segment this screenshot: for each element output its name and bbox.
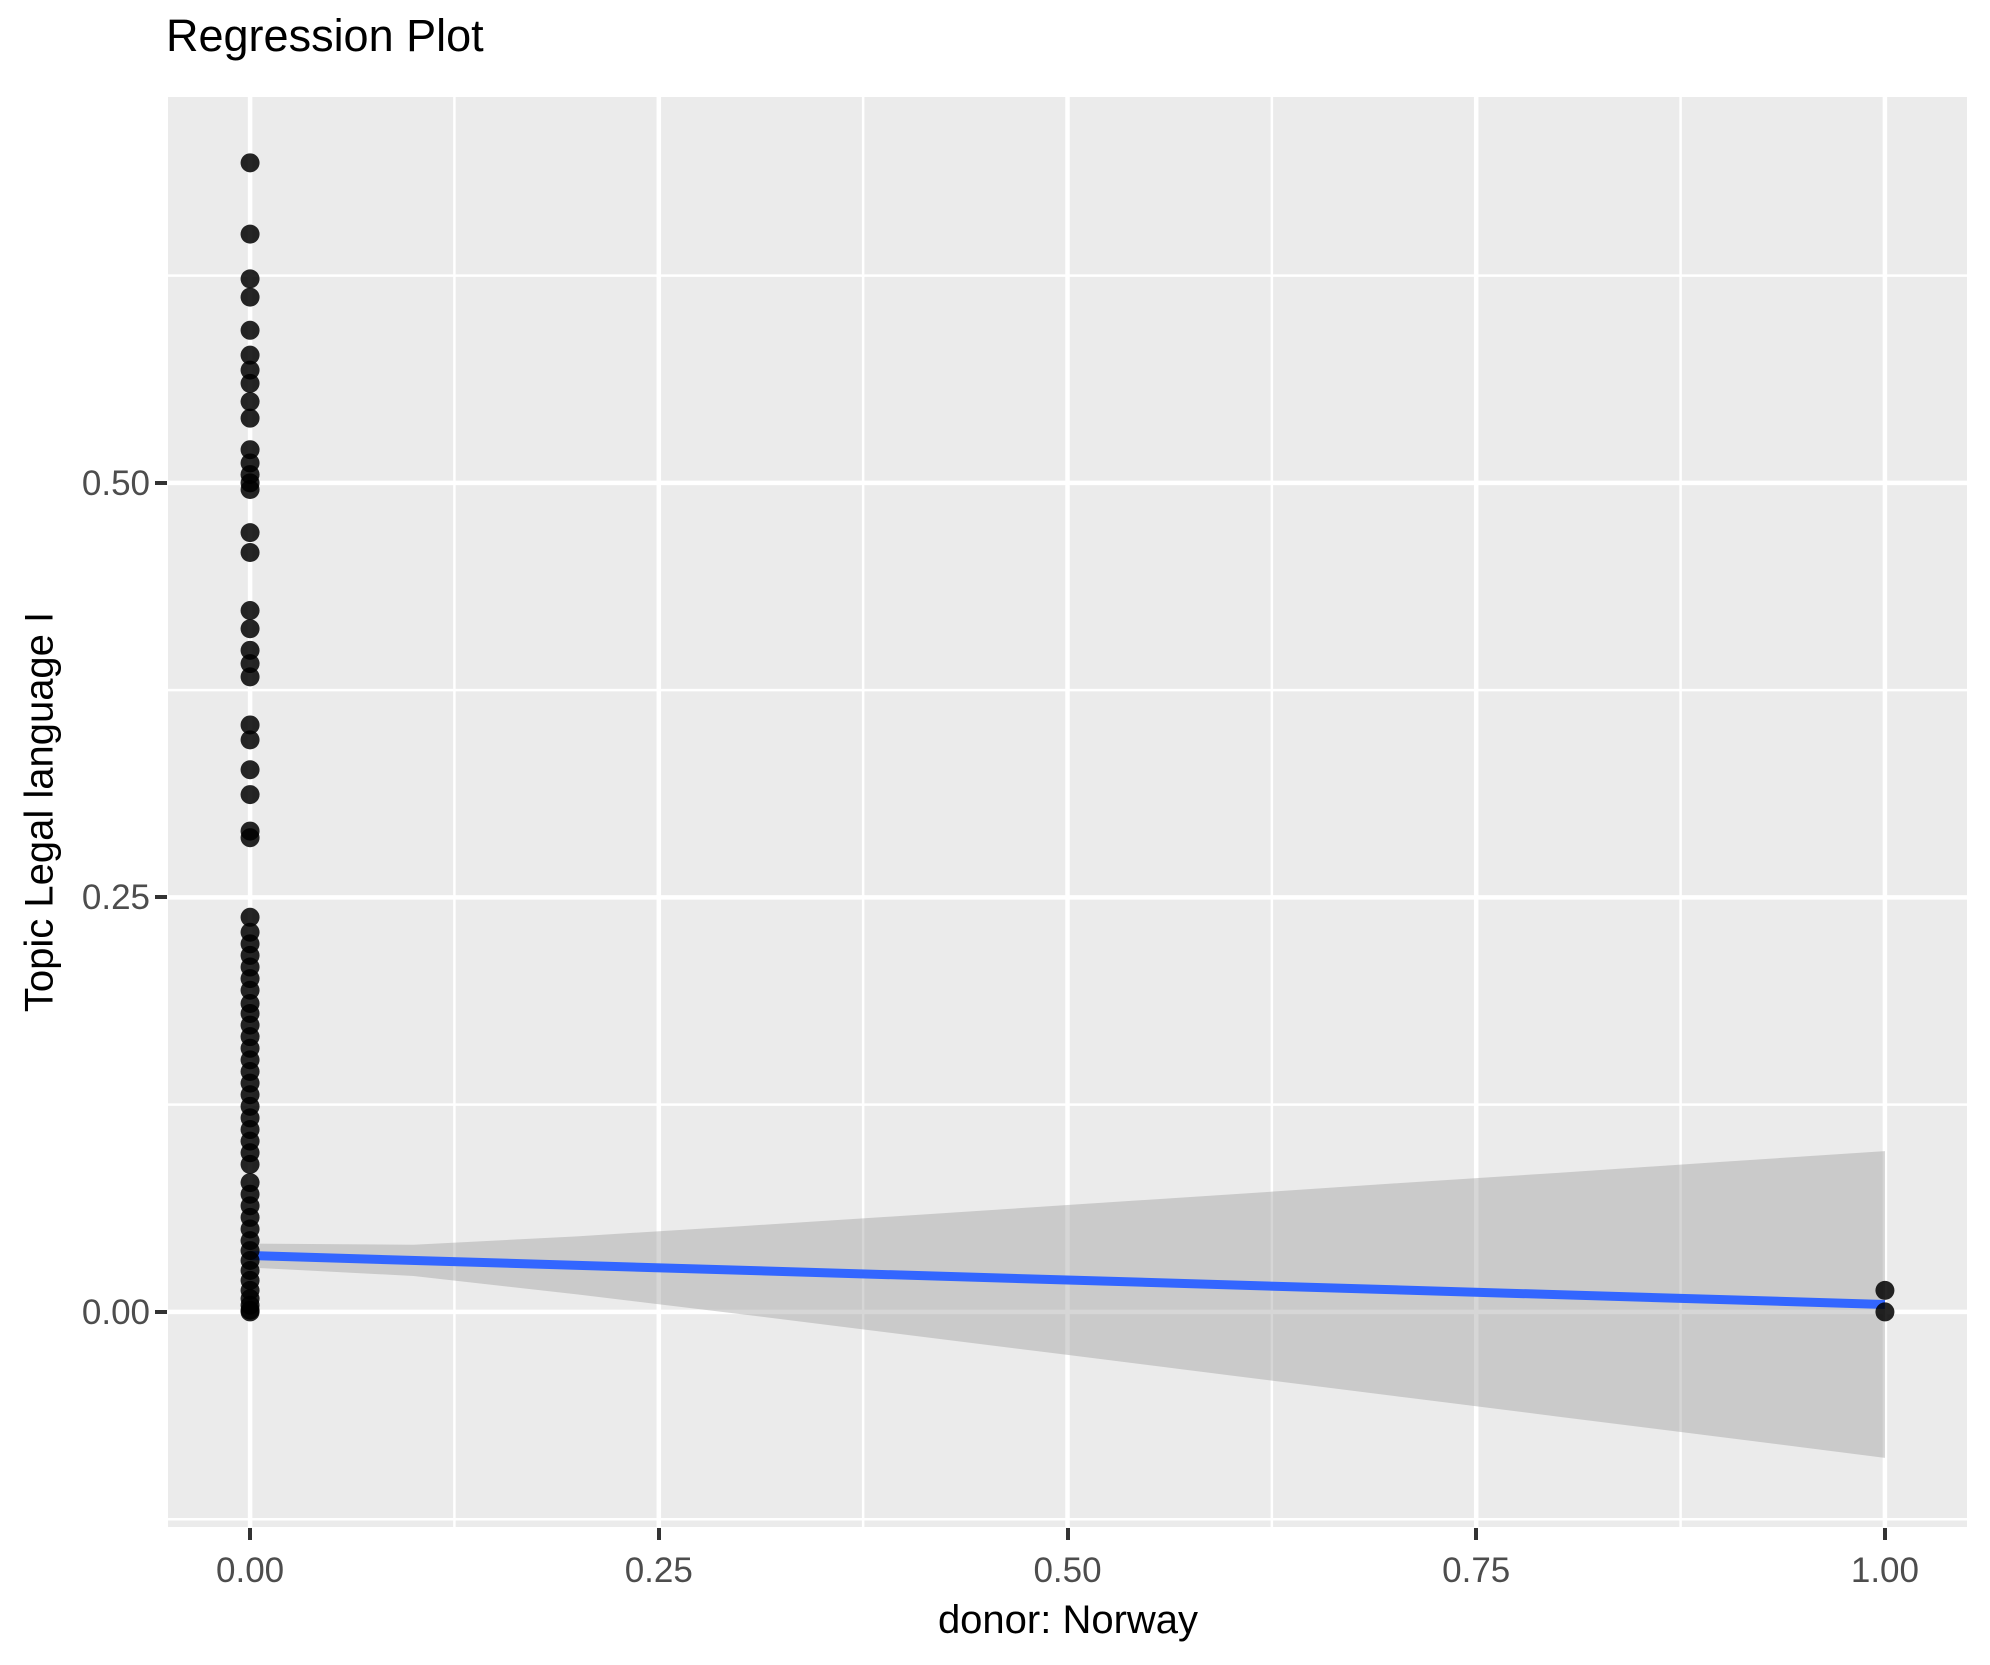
plot-panel: [168, 97, 1967, 1527]
data-point: [240, 785, 260, 805]
data-point: [240, 667, 260, 687]
data-point: [240, 373, 260, 393]
x-axis-tick-label: 0.50: [1033, 1551, 1102, 1590]
data-point: [240, 479, 260, 499]
data-point: [240, 269, 260, 289]
x-axis-tick-mark: [1882, 1528, 1887, 1540]
data-point: [240, 542, 260, 562]
data-point: [240, 654, 260, 674]
x-axis-tick-mark: [248, 1528, 253, 1540]
data-point: [240, 715, 260, 735]
x-axis-tick-label: 1.00: [1850, 1551, 1919, 1590]
confidence-band: [250, 1151, 1885, 1458]
data-point: [1875, 1280, 1895, 1300]
x-axis-tick-label: 0.75: [1442, 1551, 1511, 1590]
plot-title: Regression Plot: [166, 10, 484, 61]
x-axis-tick-label: 0.25: [624, 1551, 693, 1590]
data-point: [240, 619, 260, 639]
y-axis-tick-mark: [155, 895, 167, 900]
data-point: [240, 392, 260, 412]
data-point: [240, 287, 260, 307]
data-point: [240, 640, 260, 660]
data-point: [240, 345, 260, 365]
x-axis-tick-label: 0.00: [216, 1551, 285, 1590]
data-point: [240, 1302, 260, 1322]
data-point: [240, 408, 260, 428]
data-point: [240, 907, 260, 927]
x-axis-title: donor: Norway: [937, 1598, 1199, 1642]
y-axis-tick-label: 0.25: [81, 878, 150, 918]
data-point: [240, 153, 260, 173]
data-point: [240, 828, 260, 848]
x-axis-tick-mark: [1065, 1528, 1070, 1540]
data-point: [240, 224, 260, 244]
chart-canvas: [168, 97, 1967, 1527]
y-axis-tick-mark: [155, 1309, 167, 1314]
regression-line: [249, 1251, 1886, 1309]
data-point: [240, 320, 260, 340]
data-point: [240, 523, 260, 543]
data-point: [240, 360, 260, 380]
data-point: [240, 980, 260, 1000]
data-point: [240, 760, 260, 780]
data-point: [1875, 1302, 1895, 1322]
y-axis-tick-mark: [155, 480, 167, 485]
y-axis-tick-label: 0.00: [81, 1292, 150, 1332]
data-point: [240, 601, 260, 621]
data-point: [240, 440, 260, 460]
y-axis-tick-label: 0.50: [81, 463, 150, 503]
data-point: [240, 730, 260, 750]
x-axis-tick-mark: [656, 1528, 661, 1540]
y-axis-title: Topic Legal language I: [17, 611, 62, 1013]
data-point: [240, 1154, 260, 1174]
x-axis-tick-mark: [1474, 1528, 1479, 1540]
